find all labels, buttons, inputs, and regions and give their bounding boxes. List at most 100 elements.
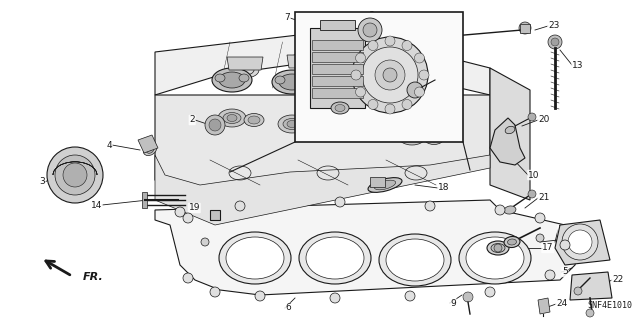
Polygon shape — [227, 57, 263, 70]
Circle shape — [368, 100, 378, 109]
Ellipse shape — [419, 80, 429, 88]
Text: 1: 1 — [308, 98, 314, 107]
Text: 13: 13 — [572, 61, 584, 70]
Circle shape — [352, 37, 428, 113]
Ellipse shape — [508, 239, 516, 245]
Circle shape — [551, 38, 559, 46]
Text: 22: 22 — [612, 276, 623, 285]
Bar — [310, 28, 365, 108]
Ellipse shape — [504, 206, 516, 214]
Ellipse shape — [399, 78, 425, 94]
Ellipse shape — [244, 114, 264, 127]
Circle shape — [356, 87, 365, 97]
Ellipse shape — [395, 80, 405, 88]
Ellipse shape — [283, 118, 301, 130]
Ellipse shape — [338, 121, 366, 139]
Circle shape — [183, 273, 193, 283]
Circle shape — [362, 47, 418, 103]
Ellipse shape — [386, 239, 444, 281]
Ellipse shape — [272, 70, 312, 94]
Circle shape — [209, 119, 221, 131]
Text: 14: 14 — [91, 201, 102, 210]
Circle shape — [494, 244, 502, 252]
Text: 2: 2 — [189, 115, 195, 124]
Circle shape — [183, 213, 193, 223]
Ellipse shape — [331, 102, 349, 114]
Ellipse shape — [143, 145, 157, 156]
Bar — [312, 64, 363, 74]
Circle shape — [335, 197, 345, 207]
Ellipse shape — [392, 74, 432, 98]
Circle shape — [419, 70, 429, 80]
Ellipse shape — [332, 72, 372, 96]
Text: 3: 3 — [39, 177, 45, 187]
Text: 8: 8 — [368, 11, 374, 20]
Text: 7: 7 — [284, 13, 290, 23]
Circle shape — [535, 213, 545, 223]
Circle shape — [375, 60, 405, 90]
Text: 5: 5 — [562, 268, 568, 277]
Circle shape — [495, 205, 505, 215]
Circle shape — [528, 190, 536, 198]
Circle shape — [415, 53, 424, 63]
Ellipse shape — [146, 147, 154, 153]
Circle shape — [402, 41, 412, 50]
Circle shape — [356, 53, 365, 63]
Text: 12: 12 — [558, 235, 570, 244]
Ellipse shape — [487, 241, 509, 255]
Ellipse shape — [278, 115, 306, 133]
Polygon shape — [538, 298, 550, 314]
Ellipse shape — [364, 125, 384, 138]
Text: 11: 11 — [438, 85, 449, 94]
Text: FR.: FR. — [83, 272, 104, 282]
Circle shape — [63, 163, 87, 187]
Ellipse shape — [215, 74, 225, 82]
Ellipse shape — [398, 127, 426, 145]
Ellipse shape — [428, 134, 440, 142]
Circle shape — [210, 287, 220, 297]
Ellipse shape — [368, 128, 380, 136]
Circle shape — [407, 82, 423, 98]
Ellipse shape — [351, 48, 379, 64]
Circle shape — [358, 18, 382, 42]
Polygon shape — [570, 272, 612, 300]
Ellipse shape — [227, 115, 237, 122]
Circle shape — [574, 287, 582, 295]
Bar — [312, 76, 363, 86]
Polygon shape — [155, 200, 580, 295]
Ellipse shape — [403, 130, 421, 142]
Text: 23: 23 — [548, 21, 559, 31]
Bar — [312, 52, 363, 62]
Circle shape — [330, 293, 340, 303]
Ellipse shape — [359, 78, 369, 86]
Circle shape — [47, 147, 103, 203]
Text: 4: 4 — [106, 140, 112, 150]
Circle shape — [351, 70, 361, 80]
Circle shape — [545, 270, 555, 280]
Ellipse shape — [218, 109, 246, 127]
Polygon shape — [347, 53, 383, 66]
Circle shape — [306, 101, 314, 109]
Ellipse shape — [287, 121, 297, 128]
Bar — [210, 210, 220, 220]
Circle shape — [175, 207, 185, 217]
Circle shape — [205, 115, 225, 135]
Circle shape — [568, 230, 592, 254]
Ellipse shape — [379, 234, 451, 286]
Ellipse shape — [335, 105, 345, 112]
Text: 9: 9 — [450, 299, 456, 308]
Ellipse shape — [374, 180, 396, 190]
Circle shape — [536, 234, 544, 242]
Circle shape — [485, 287, 495, 297]
Polygon shape — [287, 55, 323, 68]
Circle shape — [463, 292, 473, 302]
Ellipse shape — [223, 113, 241, 123]
Text: 10: 10 — [528, 170, 540, 180]
Ellipse shape — [248, 116, 260, 124]
Ellipse shape — [308, 122, 320, 130]
Ellipse shape — [299, 76, 309, 84]
Ellipse shape — [347, 127, 357, 133]
Circle shape — [55, 155, 95, 195]
Ellipse shape — [231, 62, 259, 78]
Polygon shape — [490, 68, 530, 200]
